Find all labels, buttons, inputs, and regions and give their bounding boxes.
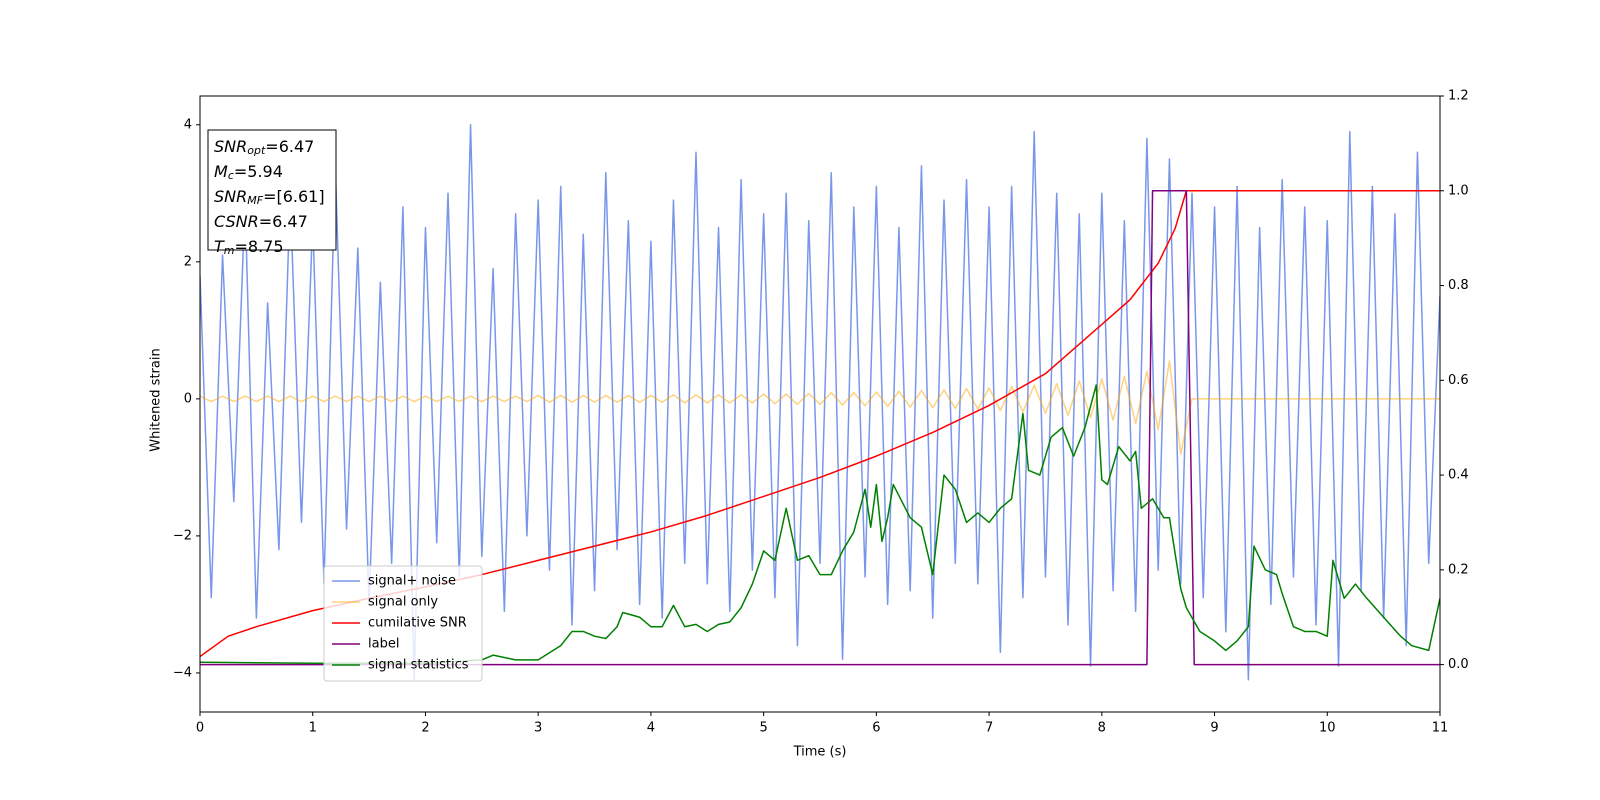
stats-name: T xyxy=(214,237,225,256)
legend-label: signal+ noise xyxy=(368,574,456,589)
y-tick-label: 0 xyxy=(184,391,192,406)
series-line xyxy=(200,384,1440,664)
stats-name: CSNR xyxy=(214,212,259,231)
series-line xyxy=(200,190,1440,666)
y2-tick-label: 0.4 xyxy=(1448,468,1469,483)
y-tick-label: 4 xyxy=(184,117,192,132)
stats-name: SNR xyxy=(214,187,247,206)
legend-label: signal statistics xyxy=(368,658,469,673)
x-axis-label: Time (s) xyxy=(793,745,847,760)
x-tick-label: 3 xyxy=(534,721,542,736)
x-tick-label: 5 xyxy=(759,721,767,736)
y-axis-label: Whitened strain xyxy=(149,348,164,451)
stats-value: =[6.61] xyxy=(263,187,325,206)
y2-tick-label: 0.2 xyxy=(1448,562,1469,577)
x-tick-label: 8 xyxy=(1098,721,1106,736)
y-tick-label: −4 xyxy=(173,665,192,680)
legend-box xyxy=(323,565,483,682)
x-tick-label: 6 xyxy=(872,721,880,736)
x-tick-label: 4 xyxy=(647,721,655,736)
x-tick-label: 11 xyxy=(1432,721,1449,736)
stats-value: =6.47 xyxy=(259,212,308,231)
x-tick-label: 2 xyxy=(421,721,429,736)
y-tick-label: −2 xyxy=(173,528,192,543)
y2-tick-label: 0.8 xyxy=(1448,278,1469,293)
y-tick-label: 2 xyxy=(184,254,192,269)
stats-line: Tm=8.75 xyxy=(214,237,284,258)
x-tick-label: 1 xyxy=(309,721,317,736)
y2-tick-label: 1.2 xyxy=(1448,89,1469,104)
stats-line: CSNR=6.47 xyxy=(214,212,308,231)
y2-tick-label: 0.0 xyxy=(1448,657,1469,672)
legend-label: signal only xyxy=(368,595,438,610)
stats-line: SNRMF=[6.61] xyxy=(214,187,325,208)
stats-line: SNRopt=6.47 xyxy=(214,137,314,158)
stats-value: =8.75 xyxy=(235,237,284,256)
legend-label: cumilative SNR xyxy=(368,616,467,631)
stats-name: M xyxy=(214,162,228,181)
y2-tick-label: 0.6 xyxy=(1448,373,1469,388)
stats-sub: m xyxy=(224,244,235,257)
x-tick-label: 9 xyxy=(1210,721,1218,736)
stats-value: =5.94 xyxy=(234,162,283,181)
stats-sub: MF xyxy=(247,194,263,207)
stats-sub: c xyxy=(228,169,234,182)
x-tick-label: 0 xyxy=(196,721,204,736)
series-line xyxy=(200,360,1440,455)
axes-frame xyxy=(199,95,1441,713)
stats-name: SNR xyxy=(214,137,247,156)
stats-box xyxy=(207,129,337,251)
stats-value: =6.47 xyxy=(265,137,314,156)
x-tick-label: 10 xyxy=(1319,721,1336,736)
stats-line: Mc=5.94 xyxy=(214,162,283,183)
stats-sub: opt xyxy=(247,144,266,157)
y2-tick-label: 1.0 xyxy=(1448,183,1469,198)
legend-label: label xyxy=(368,637,399,652)
series-line xyxy=(200,124,1440,681)
x-tick-label: 7 xyxy=(985,721,993,736)
